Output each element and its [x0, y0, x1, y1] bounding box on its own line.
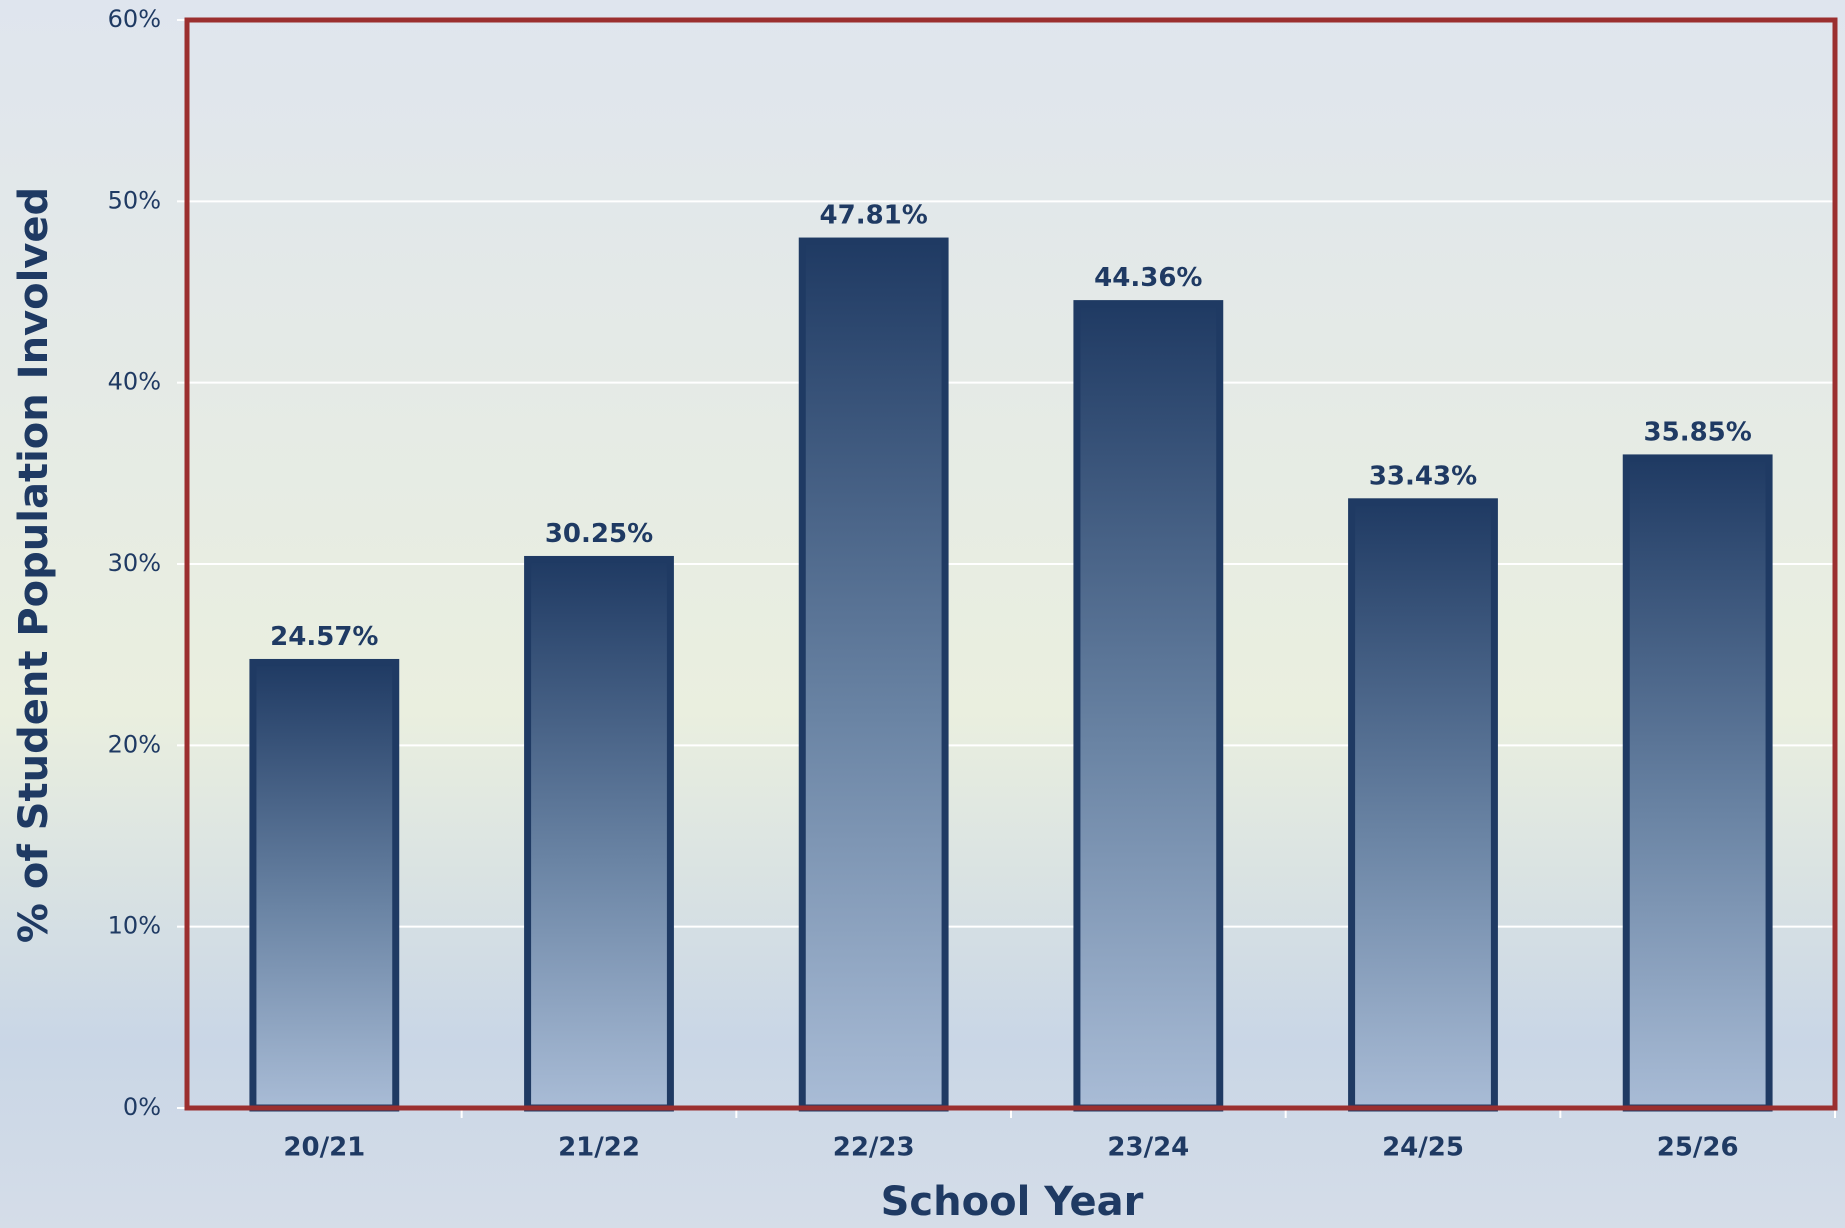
- y-tick-label: 0%: [123, 1093, 161, 1121]
- bar: [1073, 300, 1224, 1112]
- x-tick-label: 20/21: [283, 1133, 365, 1163]
- value-label: 30.25%: [545, 519, 653, 549]
- x-axis-title: School Year: [881, 1179, 1144, 1225]
- value-label: 44.36%: [1094, 263, 1202, 293]
- y-tick-label: 60%: [108, 5, 161, 33]
- y-tick-label: 10%: [108, 912, 161, 940]
- x-tick-label: 24/25: [1382, 1133, 1464, 1163]
- y-axis-title: % of Student Population Involved: [11, 187, 57, 943]
- y-tick-label: 20%: [108, 730, 161, 758]
- x-tick-label: 22/23: [833, 1133, 915, 1163]
- y-tick-label: 40%: [108, 368, 161, 396]
- value-label: 33.43%: [1369, 461, 1477, 491]
- x-tick-label: 25/26: [1657, 1133, 1739, 1163]
- bar: [1348, 498, 1498, 1112]
- value-label: 35.85%: [1644, 417, 1752, 447]
- bar: [1622, 454, 1773, 1112]
- x-tick-label: 23/24: [1107, 1133, 1189, 1163]
- y-tick-label: 50%: [108, 186, 161, 214]
- bar: [249, 658, 400, 1112]
- bar: [524, 555, 674, 1112]
- bar: [798, 237, 949, 1112]
- y-tick-label: 30%: [108, 549, 161, 577]
- value-label: 47.81%: [820, 201, 928, 231]
- plot-border: [184, 17, 1838, 1111]
- value-label: 24.57%: [270, 622, 378, 652]
- x-tick-label: 21/22: [558, 1133, 640, 1163]
